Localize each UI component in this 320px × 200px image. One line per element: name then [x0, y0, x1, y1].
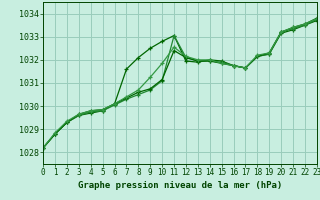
X-axis label: Graphe pression niveau de la mer (hPa): Graphe pression niveau de la mer (hPa): [78, 181, 282, 190]
